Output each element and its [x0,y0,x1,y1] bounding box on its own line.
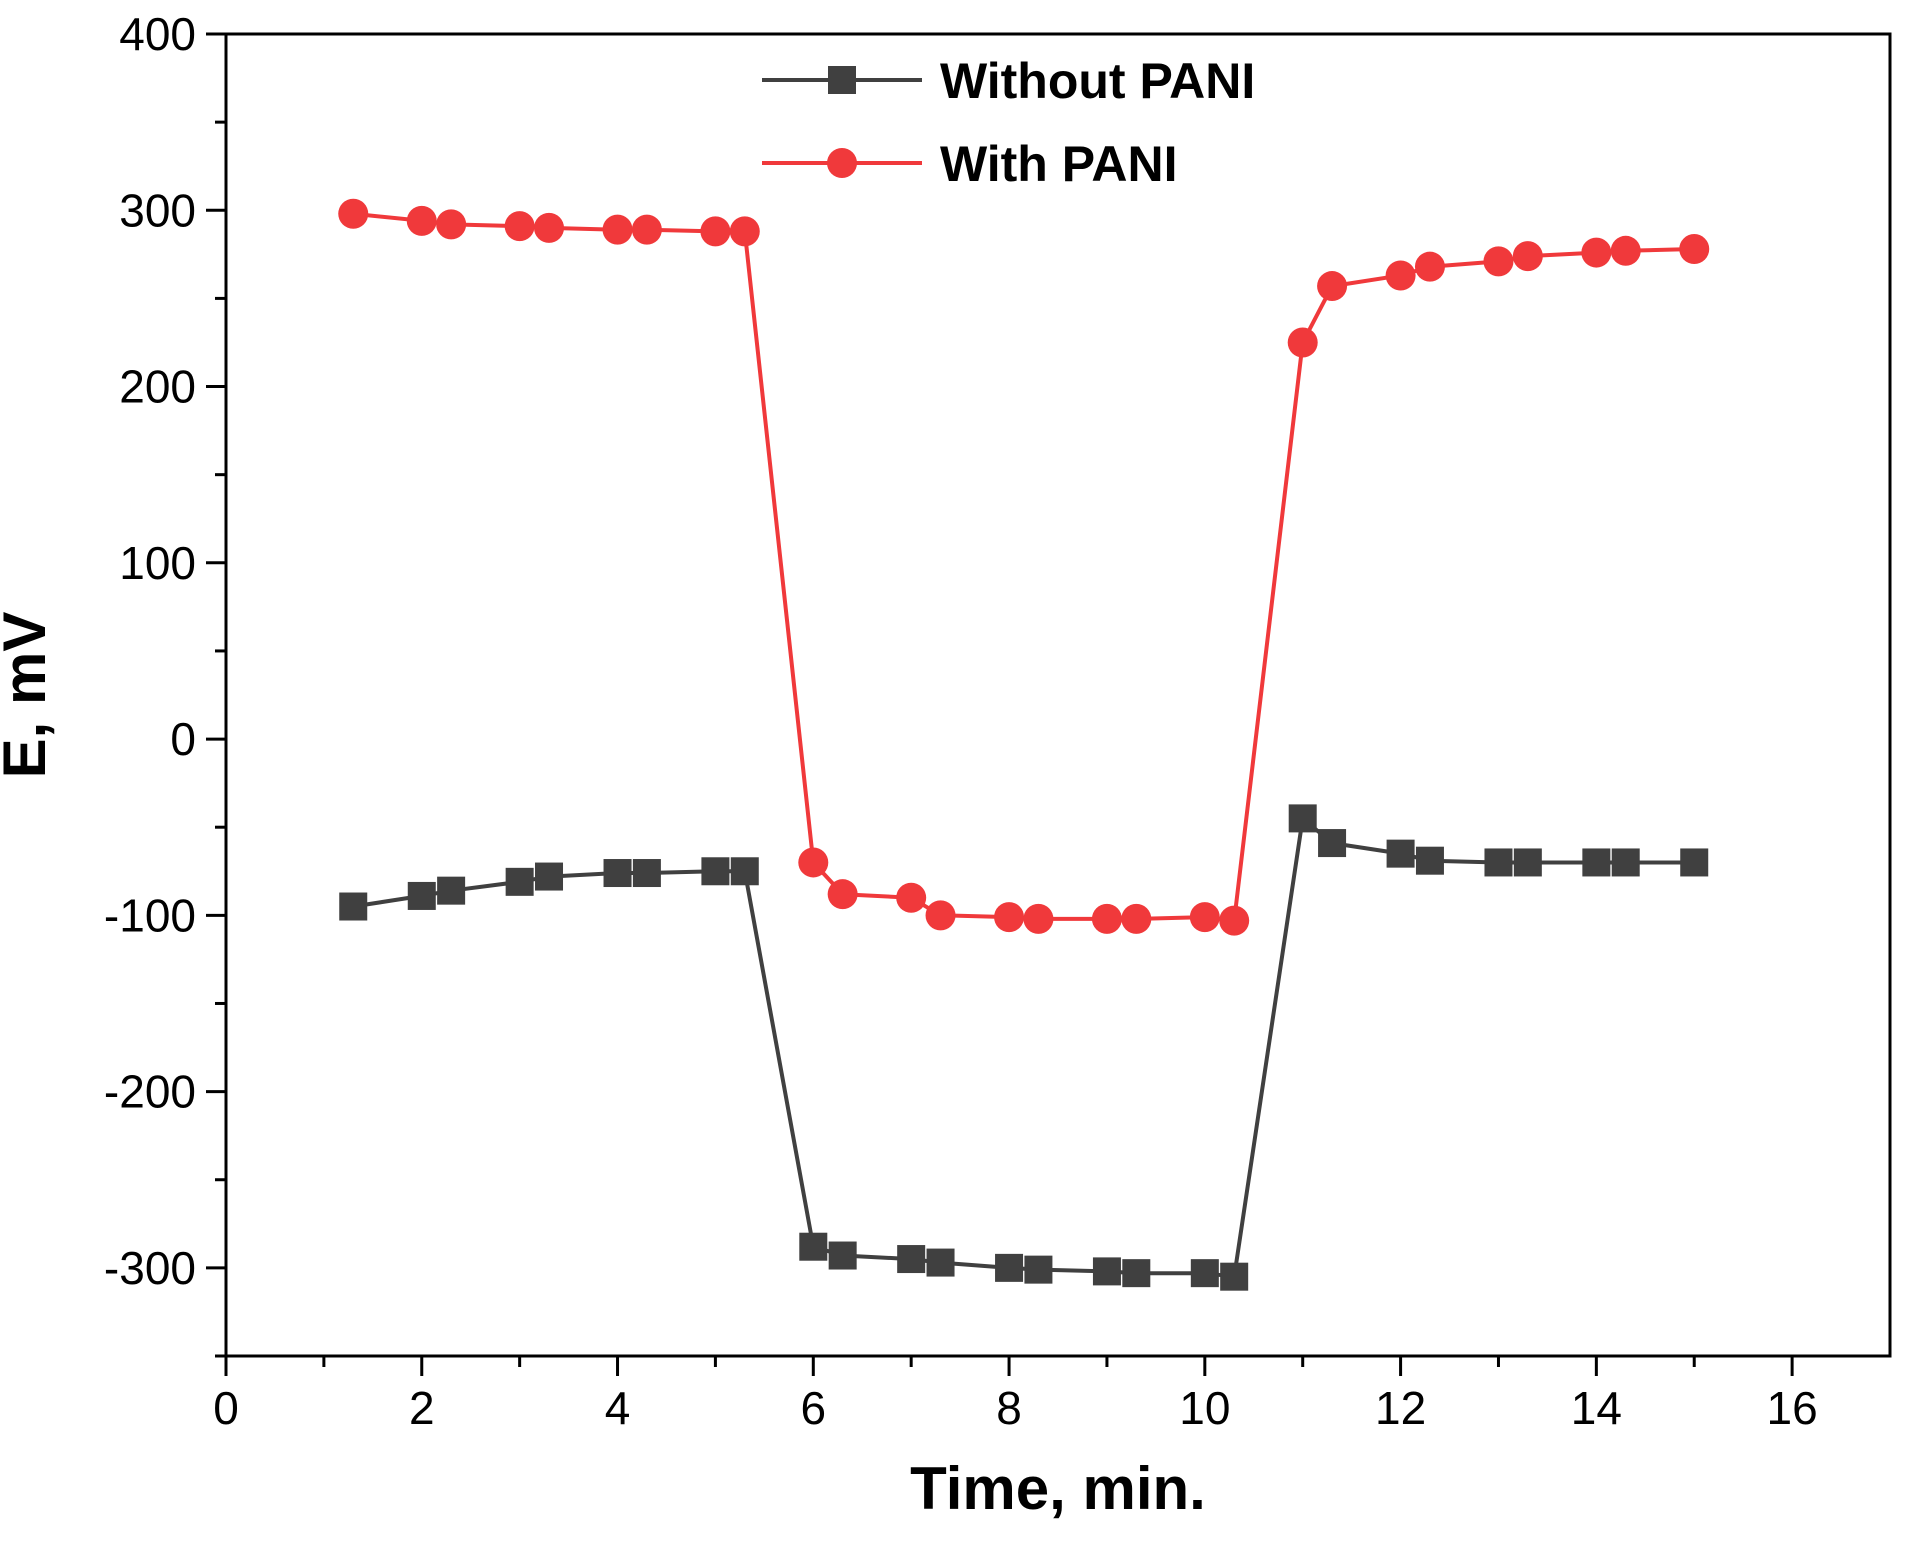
data-point [602,214,633,245]
y-tick-label: 200 [119,361,196,413]
data-point [1122,1259,1151,1288]
data-point [995,1253,1024,1282]
data-point [504,211,535,242]
data-point [1680,848,1709,877]
data-point [535,862,564,891]
data-point [1287,327,1318,358]
data-point [827,879,858,910]
data-point [406,205,437,236]
legend: Without PANI With PANI [762,53,1255,192]
y-axis-title: E, mV [0,612,58,779]
x-tick-label: 4 [605,1382,631,1434]
data-point [925,900,956,931]
legend-marker-circle [827,148,857,178]
data-point [1512,241,1543,272]
data-point [1092,1257,1121,1286]
data-point [896,882,927,913]
data-point [407,881,436,910]
data-point [437,876,466,905]
tick-labels-layer: 0 2 4 6 8 10 12 14 16 -300 -200 -100 0 100 200 300 400 [104,8,1818,1434]
y-tick-label: -300 [104,1242,196,1294]
data-point [1415,846,1444,875]
data-point [1386,839,1415,868]
data-point [338,198,369,229]
plot-frame [224,32,1892,1358]
legend-label-with-pani: With PANI [940,136,1177,192]
data-point [505,867,534,896]
data-point [1414,251,1445,282]
x-tick-label: 14 [1571,1382,1622,1434]
data-point [1318,829,1347,858]
data-point [1220,1262,1249,1291]
data-point [799,1232,828,1261]
data-point [1385,260,1416,291]
data-point [1581,237,1612,268]
data-point [534,212,565,243]
data-point [1513,848,1542,877]
data-point [729,216,760,247]
x-tick-label: 10 [1179,1382,1230,1434]
data-point [1190,1259,1219,1288]
legend-item-without-pani: Without PANI [762,53,1255,109]
x-axis-title: Time, min. [910,1455,1206,1522]
data-point [994,902,1025,933]
series-with-pani [338,198,1710,936]
data-point [1582,848,1611,877]
data-point [700,216,731,247]
data-point [926,1248,955,1277]
x-tick-label: 16 [1767,1382,1818,1434]
x-tick-label: 8 [996,1382,1022,1434]
x-tick-label: 2 [409,1382,435,1434]
data-point [730,857,759,886]
data-point [631,214,662,245]
data-point [701,857,730,886]
data-point [828,1241,857,1270]
data-point [1484,848,1513,877]
data-point [1023,903,1054,934]
data-point [436,209,467,240]
data-point [1091,903,1122,934]
y-tick-label: 400 [119,8,196,60]
legend-item-with-pani: With PANI [762,136,1177,192]
data-point [1024,1255,1053,1284]
x-tick-label: 0 [213,1382,239,1434]
y-tick-label: 0 [170,713,196,765]
data-point [603,859,632,888]
data-point [1219,905,1250,936]
y-tick-label: 100 [119,537,196,589]
data-point [339,892,368,921]
data-point [632,859,661,888]
data-point [1317,271,1348,302]
data-point [1483,246,1514,277]
data-point [1121,903,1152,934]
data-point [1610,235,1641,266]
data-point [897,1245,926,1274]
data-point [1679,234,1710,265]
data-point [1288,804,1317,833]
y-tick-label: -100 [104,889,196,941]
x-tick-label: 12 [1375,1382,1426,1434]
y-tick-label: 300 [119,184,196,236]
ticks-layer [206,32,1794,1376]
data-point [1189,902,1220,933]
legend-marker-square [828,66,856,94]
series-line-without-pani [352,816,1695,1279]
y-tick-label: -200 [104,1066,196,1118]
x-tick-label: 6 [800,1382,826,1434]
data-point [1611,848,1640,877]
series-layer [338,198,1710,1291]
series-without-pani [339,804,1709,1291]
legend-label-without-pani: Without PANI [940,53,1255,109]
data-point [798,847,829,878]
